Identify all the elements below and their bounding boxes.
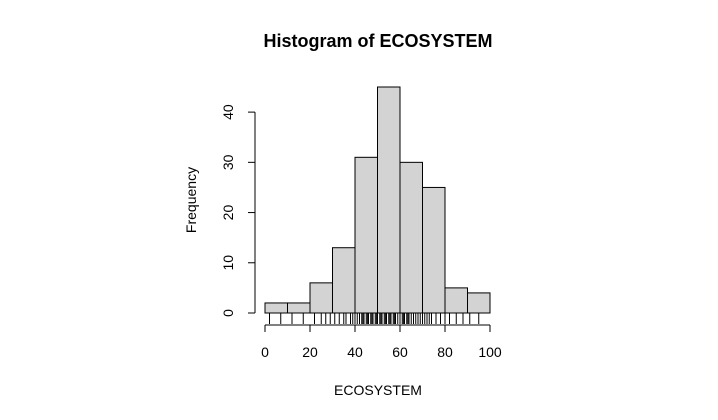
y-tick-label-0: 0	[220, 309, 236, 317]
y-axis-label: Frequency	[183, 167, 199, 233]
y-axis: 0 10 20 30 40	[220, 104, 256, 317]
chart-title: Histogram of ECOSYSTEM	[263, 31, 492, 51]
histogram-bar-6	[399, 161, 423, 314]
histogram-bar-8	[444, 287, 468, 314]
bars-group	[264, 86, 491, 314]
rug-marks	[269, 313, 480, 324]
x-tick-label-5: 100	[478, 344, 502, 360]
histogram-bar-1	[287, 302, 311, 314]
histogram-bar-3	[332, 247, 356, 314]
x-tick-label-0: 0	[261, 344, 269, 360]
histogram-bar-0	[264, 302, 288, 314]
y-tick-label-4: 40	[220, 104, 236, 120]
x-axis-label: ECOSYSTEM	[334, 382, 422, 398]
x-tick-label-2: 40	[347, 344, 363, 360]
histogram-bar-5	[377, 86, 401, 314]
y-tick-label-2: 20	[220, 205, 236, 221]
histogram-bar-9	[467, 292, 491, 314]
histogram-bar-7	[422, 186, 446, 314]
x-tick-label-4: 80	[437, 344, 453, 360]
histogram-bar-2	[309, 282, 333, 314]
y-tick-label-1: 10	[220, 255, 236, 271]
histogram-bar-4	[354, 156, 378, 314]
y-tick-label-3: 30	[220, 154, 236, 170]
x-axis: 0 20 40 60 80 100	[261, 324, 502, 360]
x-tick-label-1: 20	[302, 344, 318, 360]
x-tick-label-3: 60	[392, 344, 408, 360]
